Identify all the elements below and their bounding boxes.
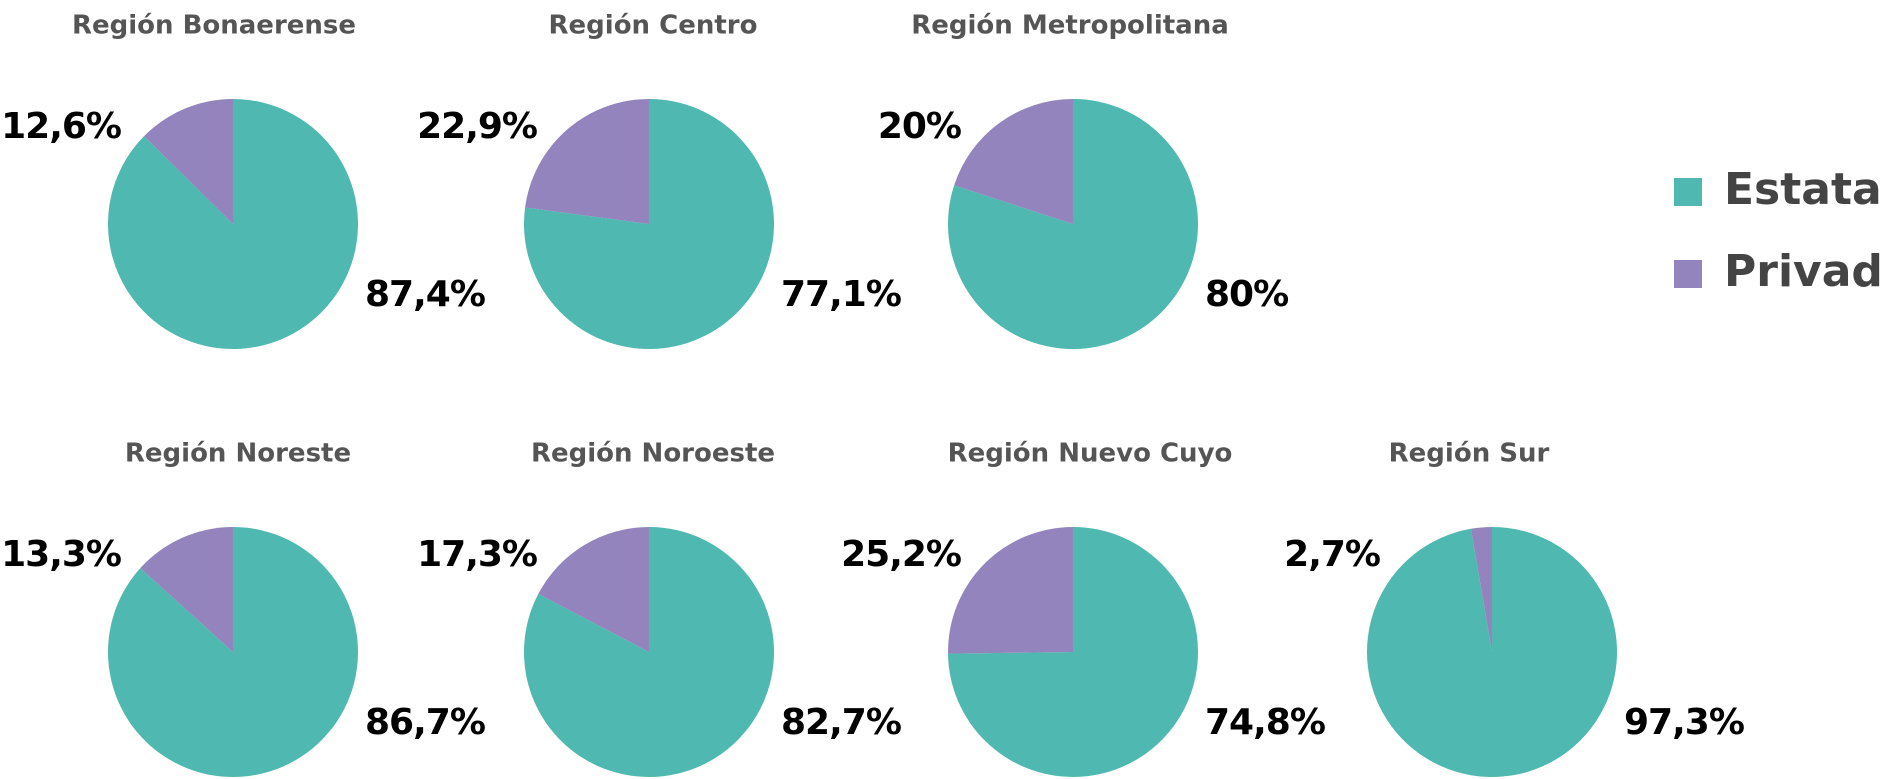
pie-title: Región Metropolitana [911,11,1229,41]
pie-slice [954,99,1073,224]
value-label: 87,4% [365,274,485,315]
value-label: 25,2% [841,534,961,575]
pie-title: Región Noroeste [531,439,775,469]
value-label: 74,8% [1205,702,1325,743]
value-label: 86,7% [365,702,485,743]
value-label: 80% [1205,274,1288,315]
pie-slice [144,99,233,224]
pie-slice [948,527,1198,778]
pie-slice [1470,527,1492,652]
pie-slice [948,527,1073,654]
pie-slice [538,527,649,652]
value-label: 12,6% [1,106,121,147]
value-label: 82,7% [781,702,901,743]
value-label: 77,1% [781,274,901,315]
value-label: 20% [878,106,961,147]
pie-title: Región Nuevo Cuyo [948,439,1233,469]
value-label: 2,7% [1284,534,1380,575]
pie-slice [525,99,649,224]
pie-title: Región Centro [549,11,758,41]
legend-label: Estatal [1724,164,1883,215]
pie-slice [140,527,233,652]
pie-title: Región Bonaerense [72,11,356,41]
pie-title: Región Sur [1389,439,1550,469]
value-label: 22,9% [417,106,537,147]
pie-slice [1367,527,1618,777]
value-label: 17,3% [417,534,537,575]
legend-label: Privado [1724,246,1883,297]
value-label: 97,3% [1624,702,1744,743]
legend-swatch [1674,260,1702,288]
value-label: 13,3% [1,534,121,575]
pie-title: Región Noreste [125,439,351,469]
legend-swatch [1674,178,1702,206]
